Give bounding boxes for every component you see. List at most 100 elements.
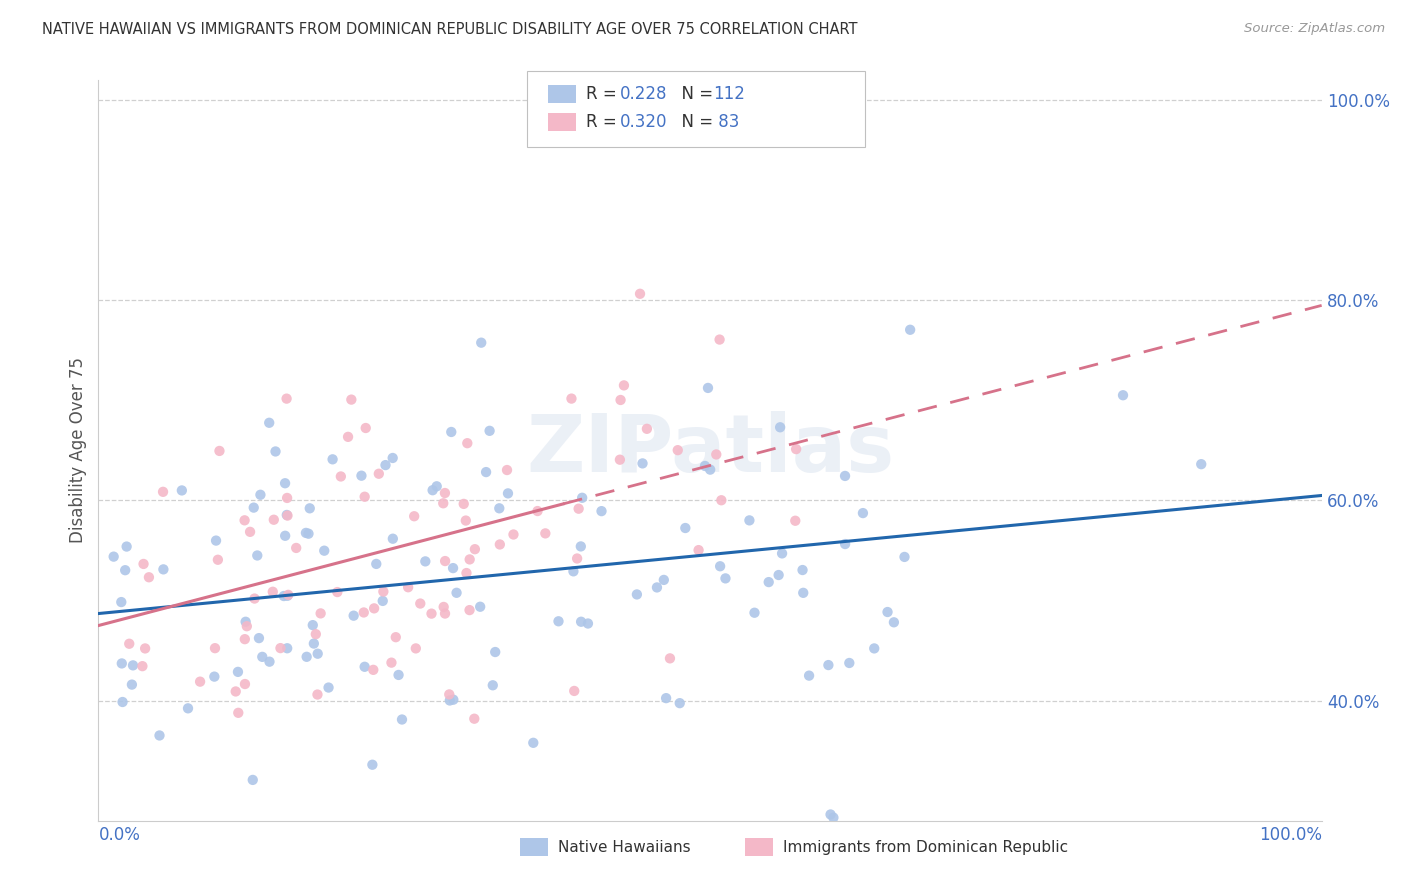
Point [276, 392, 298, 406]
Point [432, 496, 454, 510]
Point [758, 575, 780, 590]
Point [114, 563, 136, 577]
Point [138, 570, 160, 584]
Text: 0.228: 0.228 [620, 85, 668, 103]
Point [446, 586, 468, 600]
Point [122, 658, 145, 673]
Point [817, 658, 839, 673]
Point [898, 323, 921, 337]
Point [522, 736, 544, 750]
Point [381, 450, 404, 465]
Point [233, 513, 256, 527]
Y-axis label: Disability Age Over 75: Disability Age Over 75 [69, 358, 87, 543]
Point [628, 286, 651, 301]
Point [318, 681, 340, 695]
Point [571, 491, 593, 505]
Point [121, 677, 143, 691]
Point [415, 554, 437, 568]
Point [396, 580, 419, 594]
Point [569, 615, 592, 629]
Point [458, 603, 481, 617]
Text: Immigrants from Dominican Republic: Immigrants from Dominican Republic [783, 840, 1069, 855]
Point [204, 641, 226, 656]
Point [697, 381, 720, 395]
Point [562, 565, 585, 579]
Point [464, 542, 486, 557]
Point [709, 333, 731, 347]
Point [456, 436, 478, 450]
Point [409, 597, 432, 611]
Point [673, 521, 696, 535]
Point [305, 627, 328, 641]
Point [820, 807, 842, 822]
Point [655, 691, 678, 706]
Point [699, 462, 721, 476]
Point [631, 457, 654, 471]
Point [785, 514, 807, 528]
Point [276, 589, 298, 603]
Point [380, 656, 402, 670]
Point [170, 483, 193, 498]
Point [298, 501, 321, 516]
Point [381, 532, 404, 546]
Point [307, 688, 329, 702]
Point [252, 869, 274, 883]
Point [709, 559, 731, 574]
Point [148, 729, 170, 743]
Point [202, 670, 225, 684]
Point [688, 543, 710, 558]
Text: 0.320: 0.320 [620, 113, 668, 131]
Point [297, 526, 319, 541]
Point [1189, 457, 1212, 471]
Point [152, 562, 174, 576]
Point [263, 513, 285, 527]
Point [295, 649, 318, 664]
Point [768, 568, 790, 582]
Point [609, 392, 631, 407]
Point [225, 684, 247, 698]
Point [488, 501, 510, 516]
Point [363, 663, 385, 677]
Point [363, 601, 385, 615]
Point [666, 443, 689, 458]
Point [207, 553, 229, 567]
Point [295, 525, 318, 540]
Point [188, 674, 211, 689]
Point [704, 447, 727, 461]
Point [236, 619, 259, 633]
Point [440, 425, 463, 439]
Point [834, 469, 856, 483]
Point [235, 615, 257, 629]
Point [329, 469, 352, 483]
Point [609, 452, 631, 467]
Point [322, 452, 344, 467]
Point [285, 541, 308, 555]
Point [252, 649, 274, 664]
Point [1112, 388, 1135, 402]
Text: R =: R = [586, 113, 623, 131]
Point [373, 584, 395, 599]
Point [714, 571, 737, 585]
Point [314, 543, 336, 558]
Point [426, 479, 449, 493]
Point [118, 637, 141, 651]
Point [205, 533, 228, 548]
Point [744, 606, 766, 620]
Point [391, 713, 413, 727]
Point [434, 607, 457, 621]
Point [463, 712, 485, 726]
Point [420, 607, 443, 621]
Point [422, 483, 444, 498]
Point [738, 513, 761, 527]
Point [247, 631, 270, 645]
Point [103, 549, 125, 564]
Point [208, 444, 231, 458]
Point [645, 581, 668, 595]
Point [343, 608, 366, 623]
Point [433, 486, 456, 500]
Point [770, 546, 793, 560]
Point [262, 584, 284, 599]
Text: 100.0%: 100.0% [1258, 826, 1322, 844]
Point [475, 465, 498, 479]
Point [233, 677, 256, 691]
